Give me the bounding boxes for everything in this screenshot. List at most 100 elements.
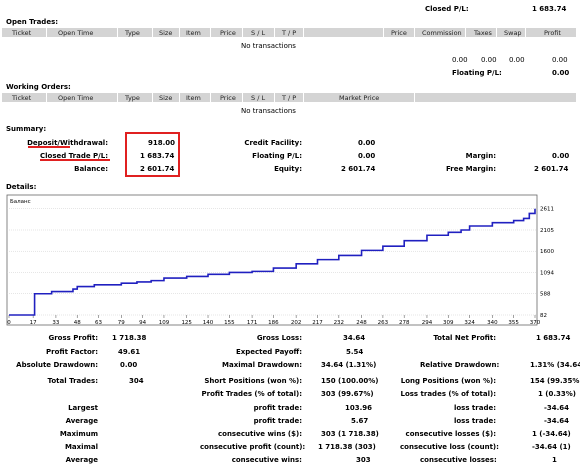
wo-col-item: Item [186, 94, 201, 102]
balance-label: Balance: [74, 165, 108, 173]
stat-maximal-profit-label: consecutive profit (count): [200, 443, 306, 451]
stat-max-wins-label: consecutive wins ($): [217, 430, 302, 438]
summary-title: Summary: [6, 125, 47, 133]
x-tick-label: 217 [312, 320, 323, 326]
x-tick-label: 94 [139, 320, 146, 326]
stat-max-wins: 303 (1 718.38) [321, 430, 379, 438]
stat-gross-loss-label: Gross Loss: [256, 334, 302, 342]
x-tick-label: 324 [464, 320, 475, 326]
stat-largest-profit: 103.96 [345, 404, 373, 412]
stat-gross-loss: 34.64 [343, 334, 366, 342]
working-orders-header: Ticket Open Time Type Size Item Price S … [2, 93, 576, 102]
balance-chart: 0 17 33 48 63 79 94 109 125 140 155 171 186 202 217 232… [6, 194, 554, 326]
x-tick-label: 186 [268, 320, 279, 326]
wo-col-size: Size [159, 94, 173, 102]
open-trades-empty: No transactions [241, 42, 296, 50]
stat-profit-factor-label: Profit Factor: [45, 348, 98, 356]
closed-trade-label: Closed Trade P/L: [39, 152, 108, 160]
stat-short-label: Short Positions (won %): [204, 377, 302, 385]
x-tick-label: 232 [334, 320, 345, 326]
stat-avg-losses: 1 [552, 456, 557, 464]
stat-total-net: 1 683.74 [536, 334, 571, 342]
stat-long-label: Long Positions (won %): [400, 377, 496, 385]
free-margin-label: Free Margin: [445, 165, 496, 173]
col-swap: Swap [504, 29, 522, 37]
x-tick-label: 340 [487, 320, 498, 326]
x-tick-label: 140 [203, 320, 214, 326]
free-margin-value: 2 601.74 [534, 165, 569, 173]
credit-value: 0.00 [358, 139, 376, 147]
open-floating-label: Floating P/L: [452, 69, 502, 77]
wo-col-open-time: Open Time [58, 94, 94, 102]
stat-long: 154 (99.35%) [530, 377, 580, 385]
x-tick-label: 125 [181, 320, 192, 326]
floating-value: 0.00 [358, 152, 376, 160]
stat-average-label: Average [65, 417, 98, 425]
stat-max-losses-label: consecutive losses ($): [405, 430, 496, 438]
x-tick-label: 17 [30, 320, 37, 326]
x-tick-label: 263 [378, 320, 389, 326]
y-tick-label: 2611 [540, 207, 554, 213]
equity-label: Equity: [274, 165, 302, 173]
col-price2: Price [391, 29, 407, 37]
closed-trade-underline [40, 159, 110, 161]
stat-abs-dd: 0.00 [120, 361, 138, 369]
stat-loss-trades-label: Loss trades (% of total): [400, 390, 497, 398]
x-tick-label: 294 [422, 320, 433, 326]
balance-series-line [9, 208, 536, 316]
stat-total-trades: 304 [129, 377, 144, 385]
stat-maximal-profit: 1 718.38 (303) [318, 443, 376, 451]
margin-label: Margin: [465, 152, 496, 160]
x-tick-label: 33 [52, 320, 59, 326]
col-profit: Profit [544, 29, 561, 37]
credit-label: Credit Facility: [244, 139, 302, 147]
deposit-underline [28, 146, 70, 148]
balance-value: 2 601.74 [140, 165, 175, 173]
stat-avg-profit-label: profit trade: [253, 417, 302, 425]
closed-trade-value: 1 683.74 [140, 152, 175, 160]
working-orders-title: Working Orders: [6, 83, 71, 91]
wo-col-ticket: Ticket [12, 94, 32, 102]
col-ticket: Ticket [12, 29, 32, 37]
stat-largest-label: Largest [68, 404, 98, 412]
stat-max-losses: 1 (-34.64) [532, 430, 571, 438]
equity-value: 2 601.74 [341, 165, 376, 173]
closed-pl-value: 1 683.74 [532, 5, 567, 13]
x-tick-label: 171 [247, 320, 258, 326]
x-tick-label: 370 [530, 320, 541, 326]
col-taxes: Taxes [474, 29, 492, 37]
closed-pl-label: Closed P/L: [425, 5, 469, 13]
stat-avg-loss: -34.64 [544, 417, 570, 425]
stat-max-dd-label: Maximal Drawdown: [222, 361, 302, 369]
stat-profit-trades-label: Profit Trades (% of total): [201, 390, 302, 398]
stat-avg-loss-label: loss trade: [453, 417, 496, 425]
col-open-time: Open Time [58, 29, 94, 37]
y-tick-label: 2105 [540, 228, 554, 234]
deposit-value: 918.00 [148, 139, 176, 147]
stat-average2-label: Average [65, 456, 98, 464]
stat-total-trades-label: Total Trades: [47, 377, 98, 385]
wo-col-tp: T / P [282, 94, 297, 102]
col-sl: S / L [251, 29, 266, 37]
x-tick-label: 309 [443, 320, 454, 326]
y-tick-label: 588 [540, 292, 551, 298]
col-commission: Commission [422, 29, 462, 37]
stat-rel-dd: 1.31% (34.64) [530, 361, 580, 369]
margin-value: 0.00 [552, 152, 570, 160]
col-type: Type [125, 29, 140, 37]
x-tick-label: 109 [159, 320, 170, 326]
x-tick-label: 278 [399, 320, 410, 326]
y-tick-label: 82 [540, 313, 547, 319]
stat-profit-factor: 49.61 [118, 348, 141, 356]
stat-abs-dd-label: Absolute Drawdown: [16, 361, 98, 369]
stat-maximal-label: Maximal [64, 443, 98, 451]
x-tick-label: 48 [74, 320, 81, 326]
x-tick-label: 202 [291, 320, 302, 326]
details-title: Details: [6, 183, 37, 191]
stat-total-net-label: Total Net Profit: [433, 334, 496, 342]
x-tick-label: 355 [508, 320, 519, 326]
stat-avg-wins: 303 [356, 456, 371, 464]
stat-avg-profit: 5.67 [351, 417, 369, 425]
stat-loss-trades: 1 (0.33%) [538, 390, 576, 398]
x-tick-label: 155 [224, 320, 235, 326]
